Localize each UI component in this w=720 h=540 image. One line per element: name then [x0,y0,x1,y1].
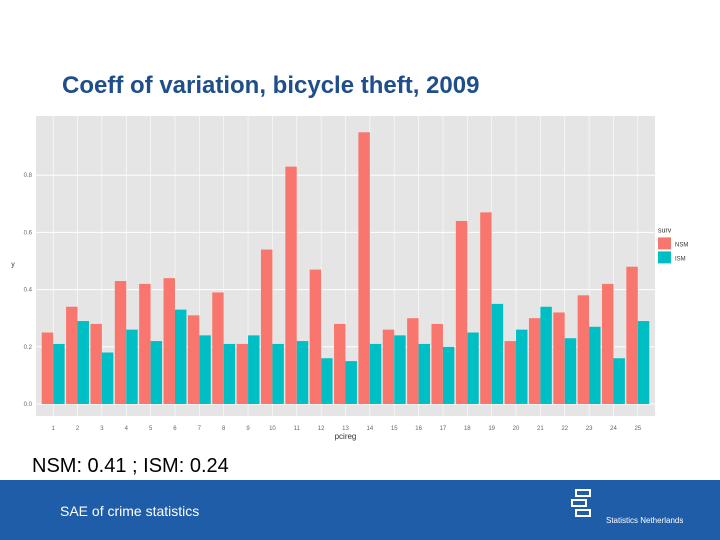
x-tick-label: 13 [342,426,349,432]
bar-nsm [553,312,565,404]
y-tick-label: 0.0 [24,402,33,408]
bar-nsm [236,343,249,404]
bar-chart: 0.00.20.40.60.81 2 3 4 5 6 7 8 9 10 11 12 13 14 15 16 17… [11,116,688,441]
x-tick-label: 15 [391,426,398,432]
bar-nsm [480,212,492,404]
bar-ism [321,358,333,404]
bar-nsm [455,220,468,404]
x-tick-label: 23 [586,426,593,432]
bar-ism [613,358,625,404]
bar-nsm [626,266,638,404]
bar-ism [53,343,65,404]
bar-ism [174,309,187,404]
bar-nsm [163,278,175,404]
bar-nsm [212,292,224,404]
y-axis-label: y [11,262,15,269]
bar-ism [637,321,650,404]
bar-ism [540,306,552,404]
bar-nsm [334,323,346,404]
bar-ism [394,335,406,404]
bar-ism [223,343,236,404]
bar-ism [564,338,577,404]
bar-nsm [41,332,54,404]
footer-text: SAE of crime statistics [60,503,200,519]
bar-ism [467,332,479,404]
x-tick-label: 11 [294,426,301,432]
bar-ism [296,341,309,404]
bar-nsm [66,306,78,404]
x-tick-label: 20 [513,426,520,432]
x-tick-label: 25 [634,426,641,432]
x-tick-label: 16 [415,426,422,432]
bar-ism [369,343,382,404]
bar-nsm [90,323,102,404]
x-tick-label: 4 [125,426,129,432]
x-tick-label: 17 [440,426,447,432]
bar-nsm [358,132,370,405]
org-name: Statistics Netherlands [606,516,684,525]
bar-ism [516,329,528,404]
x-tick-label: 14 [367,426,374,432]
bar-nsm [260,249,273,404]
x-tick-label: 1 [52,426,56,432]
bar-ism [491,303,504,404]
x-tick-label: 8 [222,426,226,432]
bar-nsm [187,315,200,404]
y-tick-label: 0.6 [24,230,33,236]
y-tick-label: 0.4 [24,288,33,294]
bar-ism [101,352,114,404]
bar-nsm [407,318,419,404]
x-tick-label: 3 [100,426,104,432]
bar-ism [442,346,455,404]
footer-bar: SAE of crime statistics Statistics Nethe… [0,480,720,540]
bar-nsm [139,283,151,404]
bar-ism [77,321,89,404]
y-tick-label: 0.2 [24,345,33,351]
legend-label: NSM [675,242,688,248]
bar-nsm [602,283,614,404]
x-tick-label: 10 [269,426,276,432]
x-tick-label: 5 [149,426,153,432]
bar-ism [418,343,431,404]
bar-ism [272,343,284,404]
bar-nsm [577,295,590,404]
y-tick-label: 0.8 [24,173,33,179]
bar-ism [248,335,260,404]
x-tick-label: 9 [246,426,250,432]
slide-title: Coeff of variation, bicycle theft, 2009 [62,72,480,99]
bar-nsm [309,269,322,404]
bar-ism [199,335,211,404]
x-tick-label: 6 [173,426,177,432]
legend-label: ISM [675,256,686,262]
x-tick-label: 7 [198,426,202,432]
x-tick-label: 22 [561,426,568,432]
x-tick-label: 12 [318,426,325,432]
bar-ism [345,361,357,404]
x-tick-label: 19 [488,426,495,432]
x-tick-label: 18 [464,426,471,432]
bar-nsm [285,166,297,404]
bar-nsm [114,281,127,404]
bar-nsm [504,341,517,404]
legend-swatch-nsm [658,237,671,250]
summary-text: NSM: 0.41 ; ISM: 0.24 [32,455,229,477]
bar-nsm [528,318,541,404]
cbs-logo [570,488,600,527]
bar-nsm [431,323,443,404]
x-tick-label: 2 [76,426,80,432]
bar-nsm [382,329,395,404]
legend-title: surv [658,227,672,234]
x-tick-label: 21 [537,426,544,432]
bar-ism [126,329,138,404]
bar-ism [150,341,163,404]
legend-swatch-ism [658,251,671,264]
x-tick-label: 24 [610,426,617,432]
bar-ism [589,326,601,404]
x-axis-label: pcireg [335,432,357,441]
